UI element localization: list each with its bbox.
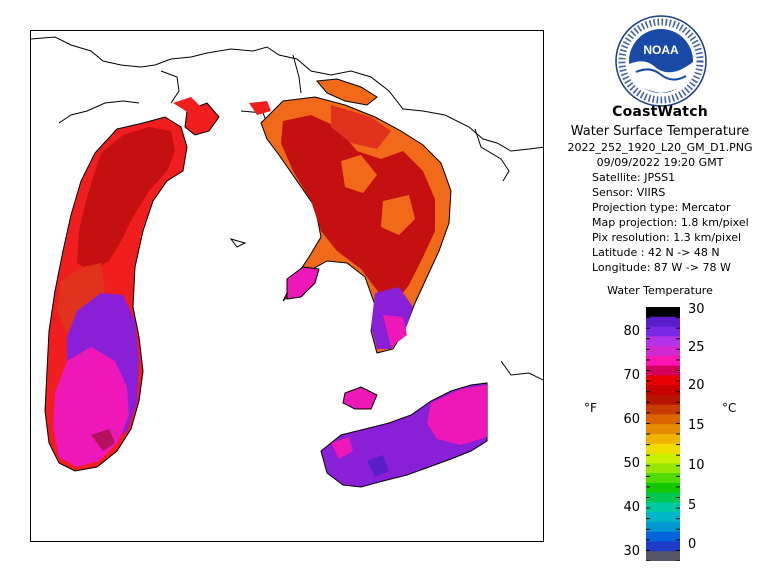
color-swatch	[646, 365, 680, 376]
color-swatch	[646, 326, 680, 337]
map-projection-text: Map projection: 1.8 km/pixel	[592, 216, 749, 229]
tick-f-40: 40	[623, 500, 640, 515]
noaa-logo-graphic: NOAA	[615, 15, 707, 107]
sst-map	[30, 30, 544, 542]
lake-michigan	[44, 102, 220, 472]
color-swatch	[646, 434, 680, 445]
color-swatch	[646, 541, 680, 552]
map-canvas	[31, 36, 543, 488]
color-swatch	[646, 336, 680, 347]
tick-c-0: 0	[688, 537, 697, 552]
latitude-text: Latitude : 42 N -> 48 N	[592, 246, 720, 259]
noaa-logo: NOAA	[614, 14, 708, 108]
color-swatch	[646, 482, 680, 494]
projection-type-text: Projection type: Mercator	[592, 201, 731, 214]
tick-f-80: 80	[623, 324, 640, 339]
pix-resolution-text: Pix resolution: 1.3 km/pixel	[592, 231, 742, 244]
unit-celsius: °C	[722, 401, 737, 415]
color-swatch	[646, 453, 680, 464]
color-swatch	[646, 443, 680, 455]
color-swatch	[646, 307, 680, 318]
color-swatch	[646, 346, 680, 357]
filename: 2022_252_1920_L20_GM_D1.PNG	[567, 141, 753, 154]
coastline-lines	[31, 36, 543, 381]
color-swatch	[646, 512, 680, 523]
color-swatch	[646, 521, 680, 533]
lake-erie	[320, 382, 488, 488]
longitude-text: Longitude: 87 W -> 78 W	[592, 261, 731, 274]
tick-c-5: 5	[688, 498, 697, 513]
tick-c-20: 20	[688, 378, 705, 393]
color-swatch	[646, 375, 680, 386]
tick-f-60: 60	[623, 412, 640, 427]
lake-huron	[173, 78, 452, 354]
tick-c-30: 30	[688, 302, 705, 317]
color-swatch	[646, 385, 680, 396]
color-swatch	[646, 502, 680, 513]
color-swatch	[646, 394, 680, 406]
color-swatch	[646, 414, 680, 425]
app-title: CoastWatch	[612, 104, 708, 120]
tick-c-15: 15	[688, 418, 705, 433]
legend-title: Water Temperature	[607, 284, 713, 297]
satellite-text: Satellite: JPSS1	[592, 171, 676, 184]
color-swatch	[646, 404, 680, 415]
product-subtitle: Water Surface Temperature	[570, 124, 750, 139]
datetime: 09/09/2022 19:20 GMT	[596, 156, 724, 169]
lake-st-clair	[342, 386, 378, 410]
color-scale-bar	[646, 307, 680, 561]
logo-label: NOAA	[643, 43, 679, 57]
color-swatch	[646, 531, 680, 542]
color-swatch	[646, 492, 680, 503]
tick-f-70: 70	[623, 368, 640, 383]
sensor-text: Sensor: VIIRS	[592, 186, 666, 199]
unit-fahrenheit: °F	[584, 401, 597, 415]
tick-f-30: 30	[623, 544, 640, 559]
color-swatch	[646, 473, 680, 484]
tick-c-25: 25	[688, 340, 705, 355]
color-swatch	[646, 463, 680, 474]
tick-f-50: 50	[623, 456, 640, 471]
color-swatch	[646, 316, 680, 328]
color-swatch	[646, 355, 680, 367]
tick-c-10: 10	[688, 458, 705, 473]
color-swatch	[646, 551, 680, 561]
color-swatch	[646, 424, 680, 435]
